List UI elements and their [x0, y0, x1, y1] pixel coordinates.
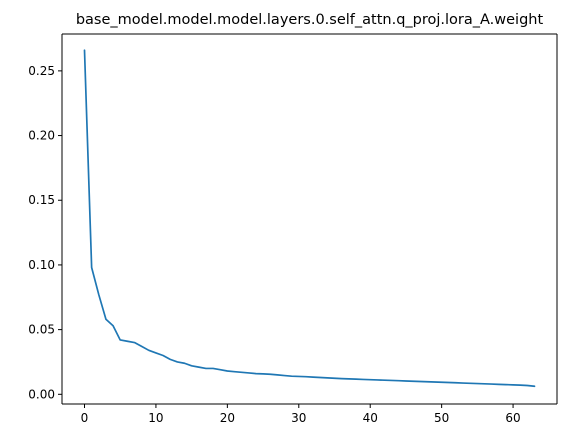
x-tick-label: 0	[81, 411, 89, 425]
x-tick-label: 60	[505, 411, 520, 425]
y-tick-label: 0.10	[28, 258, 55, 272]
y-tick-label: 0.25	[28, 64, 55, 78]
y-axis-ticks: 0.00 0.05 0.10 0.15 0.20 0.25	[28, 64, 62, 401]
x-axis-ticks: 0 10 20 30 40 50 60	[81, 404, 521, 425]
y-tick-label: 0.05	[28, 323, 55, 337]
series-line-0	[83, 49, 536, 388]
x-tick-label: 20	[220, 411, 235, 425]
x-tick-label: 10	[148, 411, 163, 425]
plot-line-layer	[83, 49, 536, 388]
chart-title: base_model.model.model.layers.0.self_att…	[76, 12, 544, 28]
x-tick-label: 30	[291, 411, 306, 425]
y-tick-label: 0.15	[28, 193, 55, 207]
y-tick-label: 0.00	[28, 387, 55, 401]
x-tick-label: 50	[434, 411, 449, 425]
y-tick-label: 0.20	[28, 129, 55, 143]
x-tick-label: 40	[363, 411, 378, 425]
axes	[61, 33, 558, 405]
